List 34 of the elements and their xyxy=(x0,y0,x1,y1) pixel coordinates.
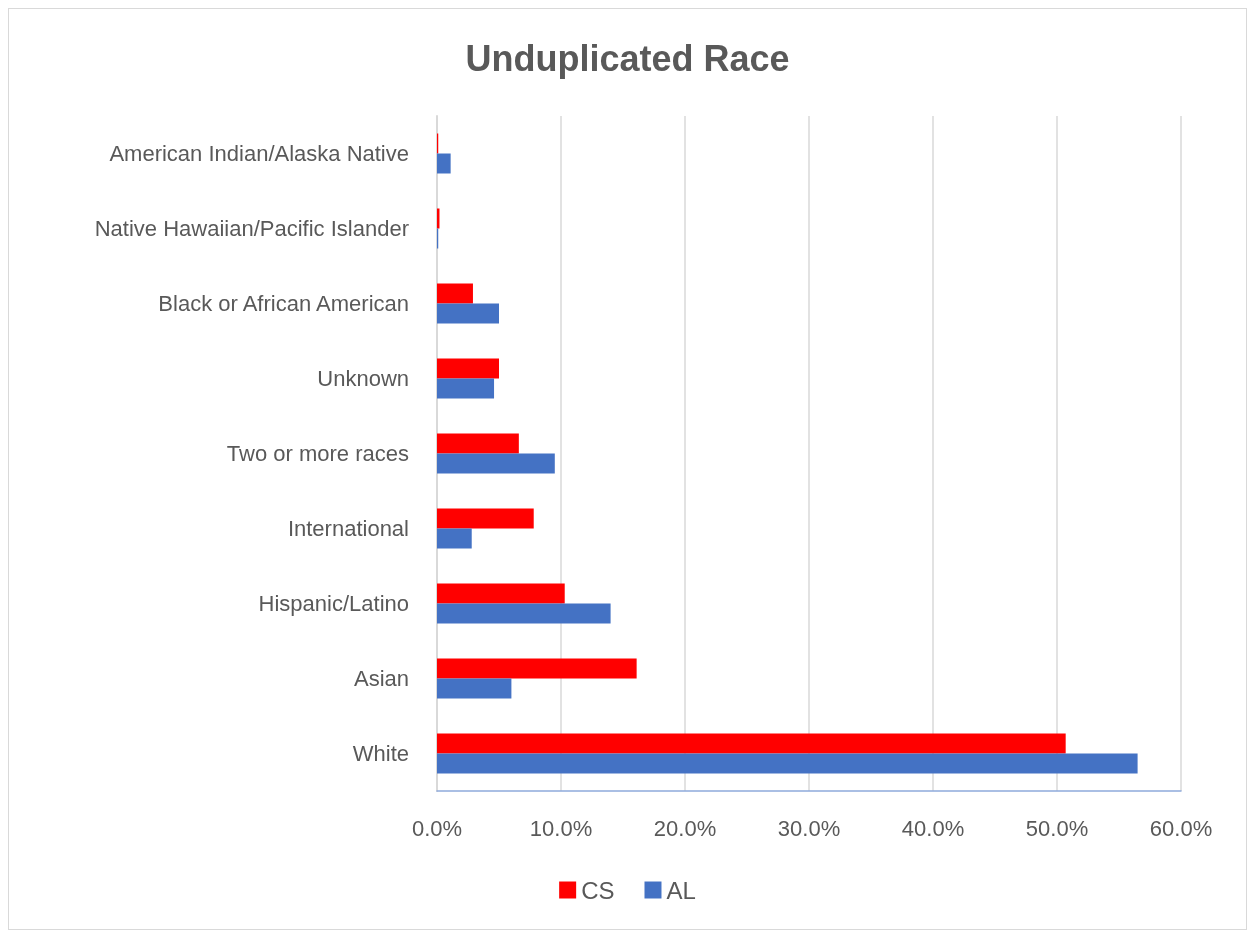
bar xyxy=(437,583,565,604)
y-tick-label: Black or African American xyxy=(158,291,409,316)
bar xyxy=(437,658,637,679)
bar xyxy=(437,603,611,624)
y-tick-label: Hispanic/Latino xyxy=(258,591,409,616)
bar xyxy=(437,678,512,699)
bar xyxy=(437,358,499,379)
y-tick-label: Unknown xyxy=(317,366,409,391)
y-tick-label: Native Hawaiian/Pacific Islander xyxy=(94,216,409,241)
bar xyxy=(437,433,519,454)
y-tick-label: White xyxy=(352,741,409,766)
bar xyxy=(437,303,499,324)
bar xyxy=(437,753,1138,774)
x-tick-label: 0.0% xyxy=(411,815,463,841)
bar xyxy=(437,508,534,529)
x-tick-label: 30.0% xyxy=(777,815,841,841)
chart-title: Unduplicated Race xyxy=(465,37,790,79)
bar xyxy=(437,453,555,474)
y-tick-label: International xyxy=(287,516,409,541)
legend-label: CS xyxy=(581,876,615,904)
bar xyxy=(437,733,1066,754)
x-tick-label: 60.0% xyxy=(1149,815,1213,841)
bar xyxy=(437,378,495,399)
x-tick-label: 20.0% xyxy=(653,815,717,841)
bar xyxy=(437,528,472,549)
bar xyxy=(437,283,473,304)
x-tick-label: 10.0% xyxy=(529,815,593,841)
x-tick-label: 40.0% xyxy=(901,815,965,841)
legend-label: AL xyxy=(666,876,696,904)
bar xyxy=(437,153,451,174)
y-tick-label: Asian xyxy=(353,666,409,691)
y-tick-label: Two or more races xyxy=(226,441,409,466)
x-tick-label: 50.0% xyxy=(1025,815,1089,841)
y-tick-label: American Indian/Alaska Native xyxy=(109,141,409,166)
